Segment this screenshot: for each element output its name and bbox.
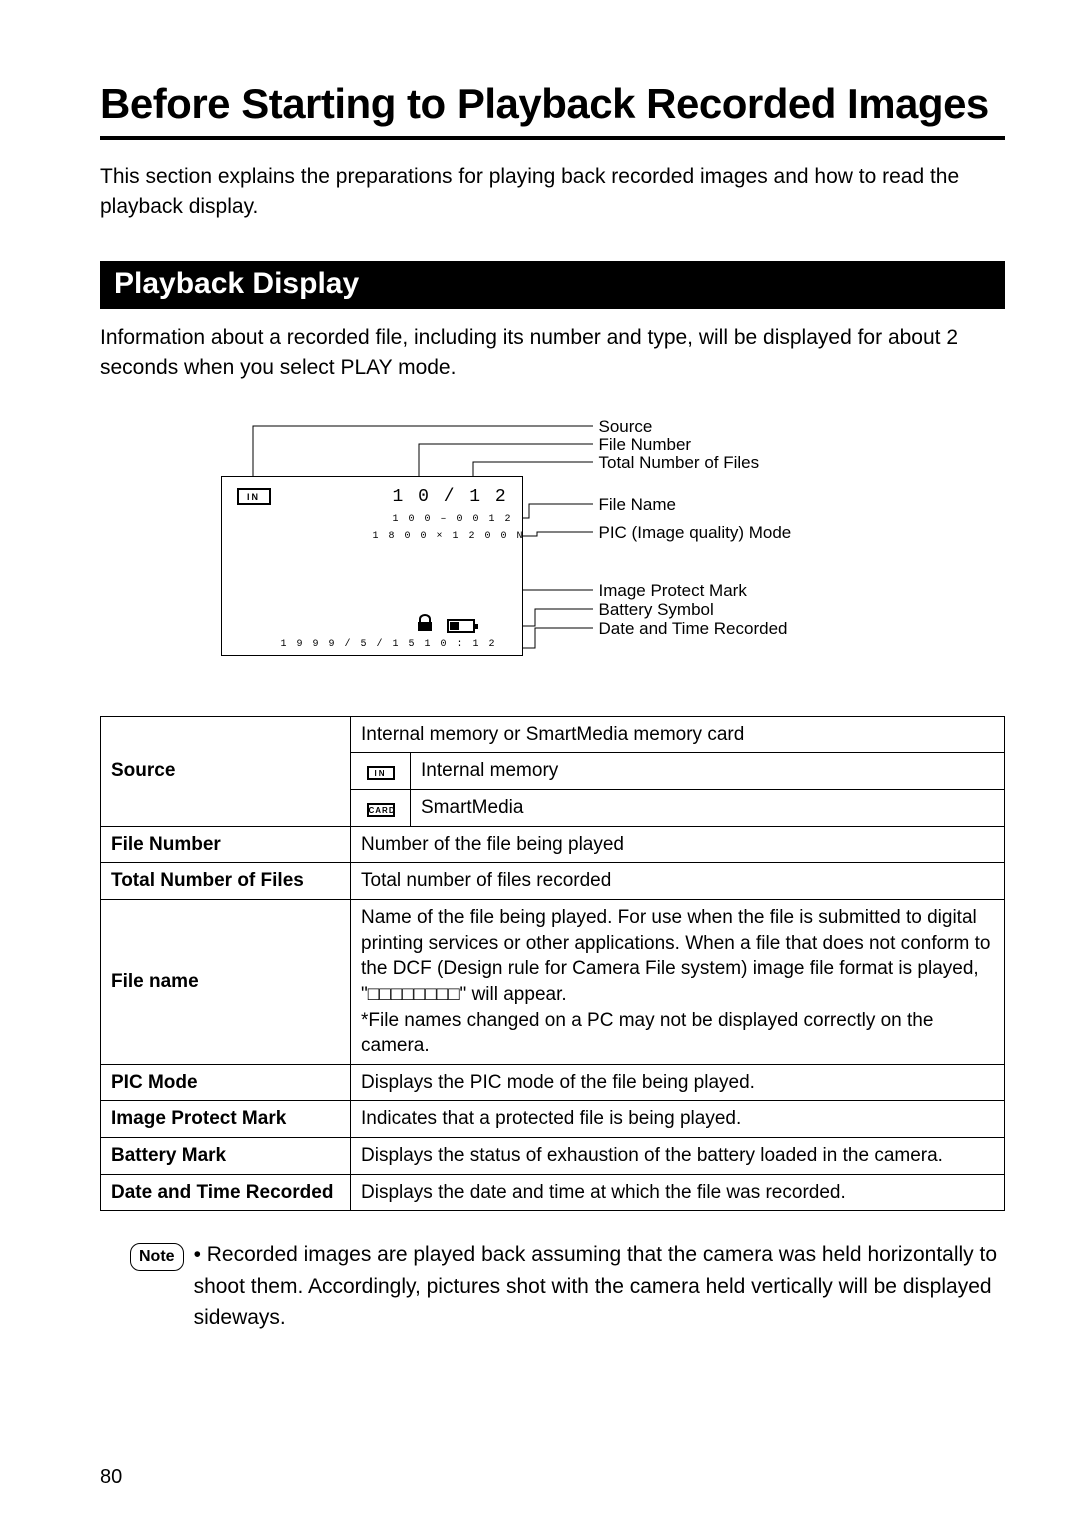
cell-filename-desc: Name of the file being played. For use w… bbox=[351, 899, 1005, 1064]
datetime-text: 1 9 9 9 / 5 / 1 5 1 0 : 1 2 bbox=[281, 639, 497, 650]
table-row: File name Name of the file being played.… bbox=[101, 899, 1005, 1064]
note-row: Note • Recorded images are played back a… bbox=[130, 1239, 1005, 1334]
cell-source-desc: Internal memory or SmartMedia memory car… bbox=[351, 716, 1005, 753]
playback-display-diagram: IN 1 0 / 1 2 1 0 0 – 0 0 1 2 1 8 0 0 × 1… bbox=[173, 414, 933, 684]
cell-label-totalfiles: Total Number of Files bbox=[101, 863, 351, 900]
cell-label-datetime: Date and Time Recorded bbox=[101, 1174, 351, 1211]
mini-card-icon: CARD bbox=[367, 803, 395, 817]
cell-smartmedia: SmartMedia bbox=[411, 790, 1005, 827]
mini-in-icon: IN bbox=[367, 766, 395, 780]
label-datetime: Date and Time Recorded bbox=[599, 619, 788, 639]
label-pic-mode: PIC (Image quality) Mode bbox=[599, 523, 792, 543]
label-file-number: File Number bbox=[599, 435, 692, 455]
cell-label-protect: Image Protect Mark bbox=[101, 1101, 351, 1138]
intro-text: This section explains the preparations f… bbox=[100, 162, 1005, 223]
file-counter-text: 1 0 / 1 2 bbox=[393, 487, 508, 507]
cell-battery-desc: Displays the status of exhaustion of the… bbox=[351, 1138, 1005, 1175]
label-file-name: File Name bbox=[599, 495, 676, 515]
note-badge: Note bbox=[130, 1243, 184, 1271]
table-row: Image Protect Mark Indicates that a prot… bbox=[101, 1101, 1005, 1138]
section-heading: Playback Display bbox=[100, 261, 1005, 309]
page-title: Before Starting to Playback Recorded Ima… bbox=[100, 80, 1005, 140]
table-row: Total Number of Files Total number of fi… bbox=[101, 863, 1005, 900]
cell-label-battery: Battery Mark bbox=[101, 1138, 351, 1175]
label-total-number: Total Number of Files bbox=[599, 453, 760, 473]
note-text: • Recorded images are played back assumi… bbox=[194, 1239, 1005, 1334]
file-name-text: 1 0 0 – 0 0 1 2 bbox=[393, 514, 513, 525]
cell-icon-card: CARD bbox=[351, 790, 411, 827]
label-source: Source bbox=[599, 417, 653, 437]
label-battery: Battery Symbol bbox=[599, 600, 714, 620]
cell-label-source: Source bbox=[101, 716, 351, 826]
cell-label-picmode: PIC Mode bbox=[101, 1064, 351, 1101]
cell-protect-desc: Indicates that a protected file is being… bbox=[351, 1101, 1005, 1138]
table-row: Battery Mark Displays the status of exha… bbox=[101, 1138, 1005, 1175]
in-icon: IN bbox=[237, 488, 271, 505]
pic-mode-text: 1 8 0 0 × 1 2 0 0 N bbox=[373, 531, 525, 542]
table-row: Date and Time Recorded Displays the date… bbox=[101, 1174, 1005, 1211]
table-row: PIC Mode Displays the PIC mode of the fi… bbox=[101, 1064, 1005, 1101]
info-table: Source Internal memory or SmartMedia mem… bbox=[100, 716, 1005, 1212]
table-row: Source Internal memory or SmartMedia mem… bbox=[101, 716, 1005, 753]
label-image-protect: Image Protect Mark bbox=[599, 581, 747, 601]
cell-filenumber-desc: Number of the file being played bbox=[351, 826, 1005, 863]
battery-icon bbox=[447, 619, 475, 633]
lock-icon bbox=[417, 614, 433, 632]
cell-icon-in: IN bbox=[351, 753, 411, 790]
cell-label-filename: File name bbox=[101, 899, 351, 1064]
cell-label-filenumber: File Number bbox=[101, 826, 351, 863]
page-number: 80 bbox=[100, 1466, 122, 1489]
cell-internal-memory: Internal memory bbox=[411, 753, 1005, 790]
table-row: File Number Number of the file being pla… bbox=[101, 826, 1005, 863]
section-text: Information about a recorded file, inclu… bbox=[100, 323, 1005, 384]
cell-datetime-desc: Displays the date and time at which the … bbox=[351, 1174, 1005, 1211]
cell-totalfiles-desc: Total number of files recorded bbox=[351, 863, 1005, 900]
cell-picmode-desc: Displays the PIC mode of the file being … bbox=[351, 1064, 1005, 1101]
